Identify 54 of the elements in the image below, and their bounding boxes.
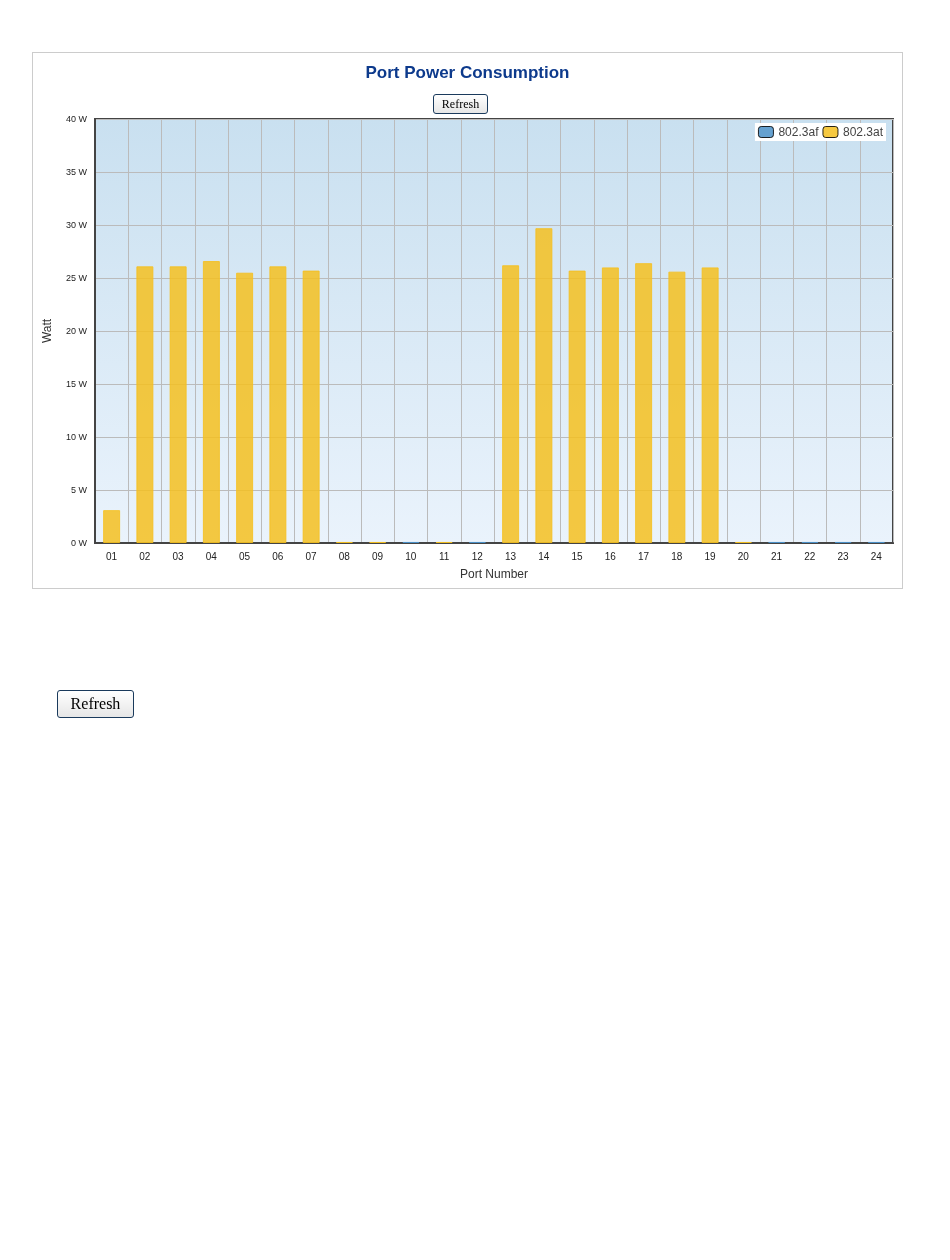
- y-tick-label: 35 W: [65, 167, 88, 177]
- bar: [302, 270, 320, 543]
- bar: [701, 267, 719, 543]
- x-tick-label: 10: [405, 550, 417, 562]
- bar: [502, 265, 520, 543]
- x-tick-label: 17: [638, 550, 650, 562]
- x-tick-label: 18: [671, 550, 683, 562]
- bar: [535, 228, 553, 543]
- y-tick-label: 30 W: [65, 220, 88, 230]
- bar: [568, 270, 586, 543]
- x-tick-label: 21: [771, 550, 783, 562]
- x-tick-label: 22: [804, 550, 816, 562]
- x-tick-label: 05: [239, 550, 251, 562]
- chart-title: Port Power Consumption: [365, 63, 570, 82]
- y-tick-label: 25 W: [65, 273, 88, 283]
- x-tick-label: 11: [438, 550, 450, 562]
- bar: [169, 266, 187, 543]
- x-tick-label: 06: [272, 550, 284, 562]
- bar: [103, 510, 121, 543]
- y-tick-label: 0 W: [70, 538, 88, 548]
- bar: [269, 266, 287, 543]
- bar: [236, 272, 254, 543]
- legend-label: 802.3af: [778, 125, 820, 139]
- x-tick-label: 23: [837, 550, 850, 562]
- x-tick-label: 08: [338, 550, 351, 562]
- y-tick-label: 10 W: [65, 432, 88, 442]
- y-tick-label: 15 W: [65, 379, 88, 389]
- x-tick-label: 13: [505, 550, 517, 562]
- x-tick-label: 12: [471, 550, 484, 562]
- y-tick-label: 20 W: [65, 326, 88, 336]
- x-tick-label: 20: [737, 550, 750, 562]
- x-tick-label: 03: [172, 550, 185, 562]
- x-axis-title: Port Number: [459, 567, 529, 581]
- x-tick-label: 14: [538, 550, 550, 562]
- x-tick-label: 04: [205, 550, 218, 562]
- x-tick-label: 15: [571, 550, 584, 562]
- x-tick-label: 07: [305, 550, 318, 562]
- bar: [668, 271, 686, 543]
- x-tick-label: 19: [704, 550, 717, 562]
- bar: [601, 267, 619, 543]
- x-tick-label: 02: [139, 550, 151, 562]
- y-axis-title: Watt: [40, 318, 54, 344]
- text: Refresh: [57, 690, 134, 718]
- text: Refresh: [433, 94, 488, 114]
- y-tick-label: 40 W: [65, 114, 88, 124]
- x-tick-label: 01: [106, 550, 118, 562]
- x-tick-label: 24: [870, 550, 883, 562]
- legend-label: 802.3at: [842, 125, 884, 139]
- bar: [202, 261, 220, 543]
- bar: [635, 263, 653, 543]
- bar: [136, 266, 154, 543]
- y-tick-label: 5 W: [70, 485, 88, 495]
- x-tick-label: 16: [604, 550, 617, 562]
- x-tick-label: 09: [372, 550, 384, 562]
